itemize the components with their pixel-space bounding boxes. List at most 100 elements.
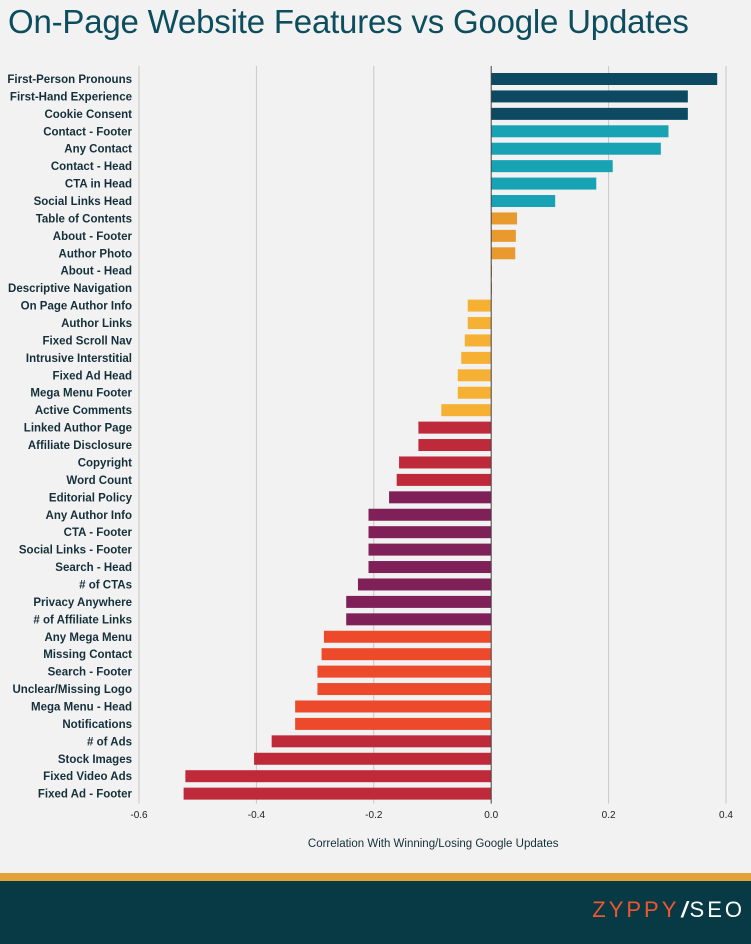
bar [491, 212, 518, 225]
x-tick-labels: -0.6 -0.4 -0.2 0.0 0.2 0.4 [130, 810, 733, 821]
bar [368, 526, 492, 539]
category-label: First-Hand Experience [10, 91, 132, 103]
bar [491, 142, 661, 155]
category-label: Search - Footer [48, 667, 133, 679]
category-label: Cookie Consent [44, 109, 132, 121]
category-label: # of Ads [87, 736, 132, 748]
category-label: Any Mega Menu [44, 632, 132, 644]
category-label: Search - Head [55, 562, 132, 574]
bar [357, 578, 492, 591]
bar [389, 491, 492, 504]
bar [271, 735, 492, 748]
x-tick-label: -0.2 [365, 810, 383, 821]
category-label: Editorial Policy [49, 492, 133, 504]
bar [317, 665, 492, 678]
bar [491, 125, 669, 138]
x-tick-label: 0.0 [484, 810, 498, 821]
category-label: Fixed Video Ads [43, 771, 132, 783]
bar [467, 299, 492, 312]
x-axis-title: Correlation With Winning/Losing Google U… [308, 838, 559, 850]
category-label: Privacy Anywhere [33, 597, 132, 609]
bars-group [183, 73, 718, 800]
bar [491, 177, 597, 190]
bar [295, 700, 492, 713]
category-label: Mega Menu Footer [30, 388, 132, 400]
category-label: # of Affiliate Links [33, 614, 132, 626]
bar [368, 508, 492, 521]
category-label: Linked Author Page [24, 423, 132, 435]
category-label: CTA - Footer [64, 527, 133, 539]
logo-slash: / [681, 897, 688, 922]
category-label: Missing Contact [43, 649, 132, 661]
bar [323, 630, 492, 643]
category-label: Any Contact [64, 144, 132, 156]
footer-bar: ZYPPY/SEO [0, 881, 751, 944]
bar [491, 90, 688, 103]
bar [396, 473, 492, 486]
category-label: Word Count [66, 475, 132, 487]
bar [441, 404, 492, 417]
bar [183, 787, 492, 800]
category-label: Any Author Info [46, 510, 132, 522]
category-label: Author Photo [59, 248, 132, 260]
bar [346, 613, 492, 626]
category-label: Table of Contents [36, 213, 132, 225]
logo-brand: ZYPPY [592, 897, 680, 922]
category-label: Intrusive Interstitial [26, 353, 132, 365]
category-label: On Page Author Info [21, 301, 132, 313]
bar [254, 752, 492, 765]
bar [457, 369, 492, 382]
x-tick-label: -0.6 [130, 810, 148, 821]
category-label: Contact - Footer [43, 126, 132, 138]
category-label: About - Head [60, 266, 132, 278]
bar [399, 456, 492, 469]
category-label: Fixed Ad Head [53, 370, 132, 382]
bar [491, 195, 556, 208]
category-label: CTA in Head [65, 179, 132, 191]
bar [491, 229, 516, 242]
bar [418, 421, 492, 434]
category-labels: First-Person Pronouns First-Hand Experien… [7, 74, 132, 801]
bar [185, 770, 492, 783]
category-label: Fixed Scroll Nav [43, 335, 133, 347]
bar [368, 543, 492, 556]
bar [346, 595, 492, 608]
category-label: Mega Menu - Head [31, 701, 132, 713]
footer-accent-stripe [0, 873, 751, 881]
bar [457, 386, 492, 399]
category-label: Active Comments [35, 405, 132, 417]
bar [467, 317, 492, 330]
category-label: Social Links - Footer [19, 545, 133, 557]
category-label: Affiliate Disclosure [28, 440, 132, 452]
category-label: First-Person Pronouns [7, 74, 132, 86]
bar [461, 351, 492, 364]
bar [368, 561, 492, 574]
category-label: # of CTAs [79, 579, 132, 591]
category-label: Stock Images [58, 754, 132, 766]
bar [317, 683, 492, 696]
bar-chart: First-Person Pronouns First-Hand Experien… [7, 66, 733, 850]
category-label: About - Footer [53, 231, 133, 243]
gridlines [138, 66, 727, 804]
category-label: Fixed Ad - Footer [38, 789, 133, 801]
zyppy-seo-logo[interactable]: ZYPPY/SEO [592, 897, 745, 923]
bar [295, 717, 492, 730]
chart-title: On-Page Website Features vs Google Updat… [8, 3, 689, 40]
bar [491, 73, 718, 85]
x-tick-label: -0.4 [248, 810, 266, 821]
category-label: Unclear/Missing Logo [13, 684, 133, 696]
bar [321, 648, 492, 661]
category-label: Copyright [78, 457, 132, 469]
bar [491, 160, 613, 173]
category-label: Descriptive Navigation [8, 283, 132, 295]
bar [491, 247, 516, 260]
x-tick-label: 0.4 [719, 810, 733, 821]
category-label: Contact - Head [51, 161, 132, 173]
category-label: Social Links Head [34, 196, 132, 208]
category-label: Author Links [61, 318, 132, 330]
bar [418, 439, 492, 452]
bar [464, 334, 492, 347]
category-label: Notifications [62, 719, 132, 731]
x-tick-label: 0.2 [602, 810, 616, 821]
logo-product: SEO [689, 897, 745, 922]
